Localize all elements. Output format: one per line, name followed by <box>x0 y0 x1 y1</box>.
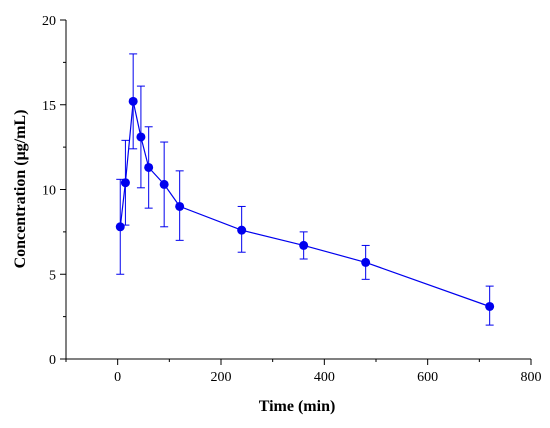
data-point <box>136 132 146 142</box>
x-tick-label: 800 <box>521 370 542 385</box>
data-point <box>128 96 138 106</box>
data-point <box>299 240 309 250</box>
data-point <box>120 178 130 188</box>
y-tick-label: 15 <box>42 99 56 114</box>
x-tick-label: 400 <box>314 370 335 385</box>
data-point <box>361 257 371 267</box>
data-point <box>115 222 125 232</box>
y-tick-label: 10 <box>42 184 56 199</box>
x-tick-label: 200 <box>211 370 232 385</box>
data-point <box>159 179 169 189</box>
x-axis-title: Time (min) <box>259 398 336 415</box>
data-point <box>485 301 495 311</box>
ticks: 0 200 400 600 800 0 5 10 15 20 <box>42 14 542 385</box>
axes <box>65 20 531 360</box>
data-series <box>115 53 495 326</box>
data-point <box>237 225 247 235</box>
x-tick-label: 0 <box>114 370 121 385</box>
data-point <box>175 201 185 211</box>
series-line <box>119 101 490 308</box>
y-axis-title: Concentration (μg/mL) <box>12 110 29 269</box>
x-tick-label: 600 <box>417 370 438 385</box>
y-tick-label: 20 <box>42 14 56 29</box>
y-tick-label: 5 <box>49 268 56 283</box>
data-point <box>144 162 154 172</box>
y-tick-label: 0 <box>49 353 56 368</box>
